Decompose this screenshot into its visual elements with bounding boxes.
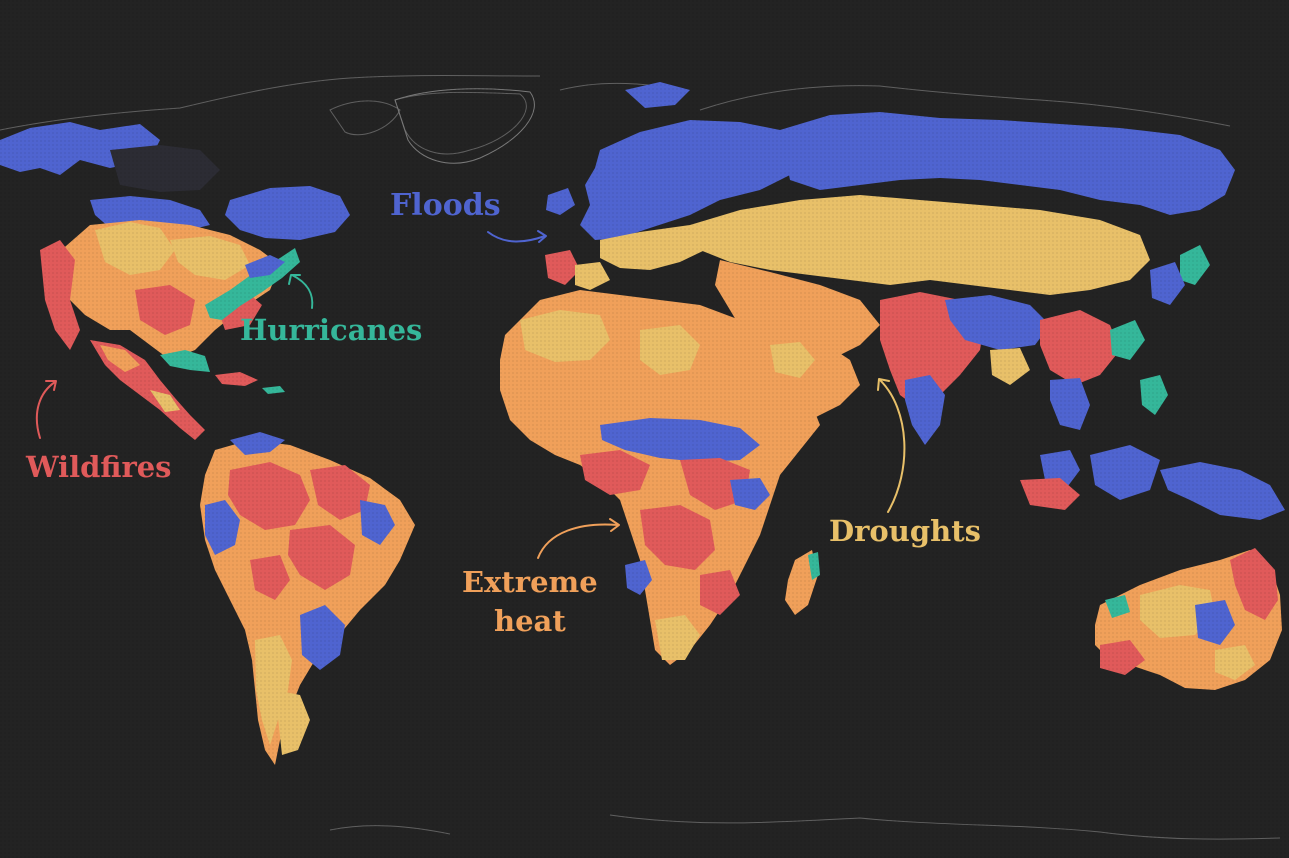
extreme-heat-arrow bbox=[537, 523, 619, 559]
wildfires-arrow bbox=[35, 381, 56, 439]
annotation-arrows bbox=[35, 230, 906, 559]
droughts-arrowhead bbox=[877, 378, 890, 391]
floods-label: Floods bbox=[390, 188, 501, 223]
hurricanes-arrowhead bbox=[288, 274, 301, 285]
droughts-label: Droughts bbox=[829, 514, 981, 548]
extreme-heat-label-line2: heat bbox=[494, 604, 566, 638]
wildfires-arrowhead bbox=[45, 380, 57, 391]
droughts-arrow bbox=[879, 379, 906, 513]
hurricanes-label: Hurricanes bbox=[240, 313, 422, 347]
floods-arrowhead bbox=[537, 230, 547, 243]
extreme-heat-arrowhead bbox=[609, 518, 620, 532]
extreme-heat-label-line1: Extreme bbox=[462, 565, 598, 599]
wildfires-label: Wildfires bbox=[25, 450, 172, 484]
floods-arrow bbox=[487, 231, 546, 243]
hurricanes-arrow bbox=[291, 274, 314, 309]
